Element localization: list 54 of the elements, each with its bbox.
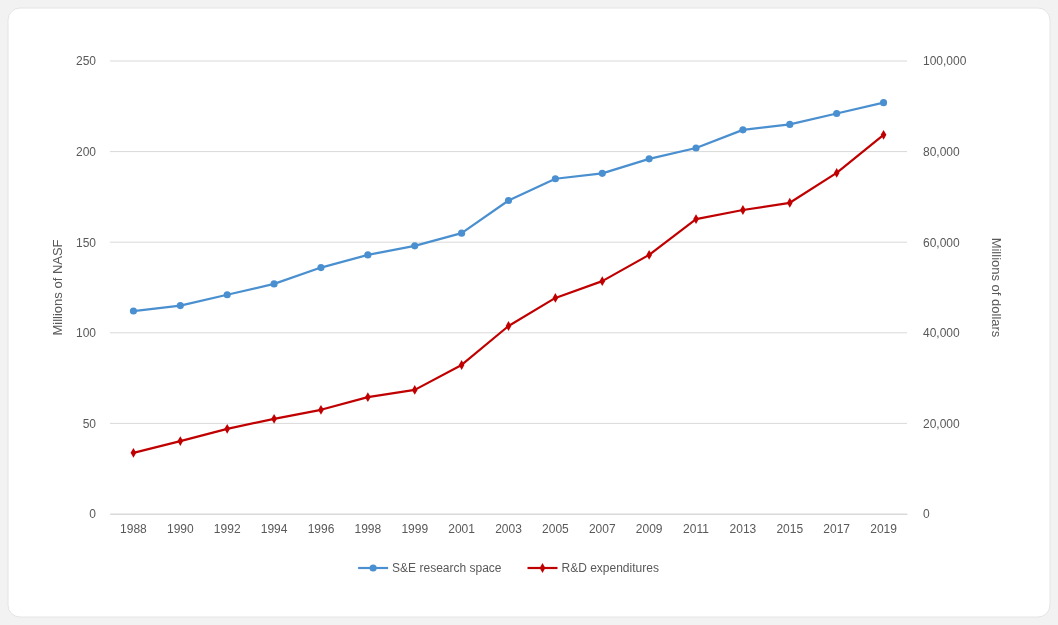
x-tick-label: 1996 [307, 521, 335, 536]
y2-axis-title: Millions of dollars [989, 237, 1004, 338]
y2-tick-label: 60,000 [923, 235, 961, 250]
point [786, 120, 794, 128]
point [223, 291, 231, 299]
point [458, 229, 466, 237]
point [739, 126, 747, 134]
point [176, 302, 184, 310]
x-tick-label: 1998 [354, 521, 382, 536]
point [317, 264, 325, 272]
point [364, 251, 372, 259]
x-tick-label: 1999 [401, 521, 429, 536]
x-tick-label: 2013 [729, 521, 757, 536]
y-tick-label: 200 [75, 144, 97, 159]
y2-tick-label: 100,000 [923, 54, 967, 69]
x-tick-label: 2009 [635, 521, 663, 536]
x-tick-label: 1992 [213, 521, 241, 536]
point [552, 293, 559, 303]
y2-tick-label: 80,000 [923, 144, 961, 159]
y-axis-title: Millions of NASF [50, 239, 65, 336]
y-tick-label: 0 [89, 507, 97, 522]
legend-label: R&D expenditures [561, 561, 659, 576]
x-tick-label: 2019 [870, 521, 898, 536]
y2-tick-label: 40,000 [923, 326, 961, 341]
x-tick-label: 1990 [166, 521, 194, 536]
y-tick-label: 150 [75, 235, 97, 250]
point [505, 321, 512, 331]
point [551, 175, 559, 183]
point [692, 144, 700, 152]
x-tick-label: 2003 [495, 521, 523, 536]
point [129, 307, 138, 315]
point [504, 196, 513, 205]
x-tick-label: 1988 [120, 521, 148, 536]
point [645, 155, 653, 163]
x-tick-label: 2015 [776, 521, 804, 536]
x-tick-label: 2017 [823, 521, 851, 536]
point [879, 99, 888, 107]
point [270, 280, 278, 288]
x-tick-label: 2011 [683, 521, 710, 536]
x-tick-label: 1994 [260, 521, 288, 536]
y-tick-label: 250 [75, 54, 97, 69]
y2-tick-label: 0 [923, 507, 930, 522]
point [411, 242, 419, 250]
x-tick-label: 2001 [448, 521, 476, 536]
x-tick-label: 2005 [542, 521, 570, 536]
y2-tick-label: 20,000 [923, 416, 961, 431]
point [833, 109, 841, 118]
legend-label: S&E research space [392, 561, 502, 576]
point [177, 436, 184, 446]
point [598, 169, 606, 177]
x-tick-label: 2007 [588, 521, 616, 536]
y-tick-label: 50 [82, 416, 97, 431]
point [458, 360, 465, 370]
y-tick-label: 100 [75, 326, 97, 341]
